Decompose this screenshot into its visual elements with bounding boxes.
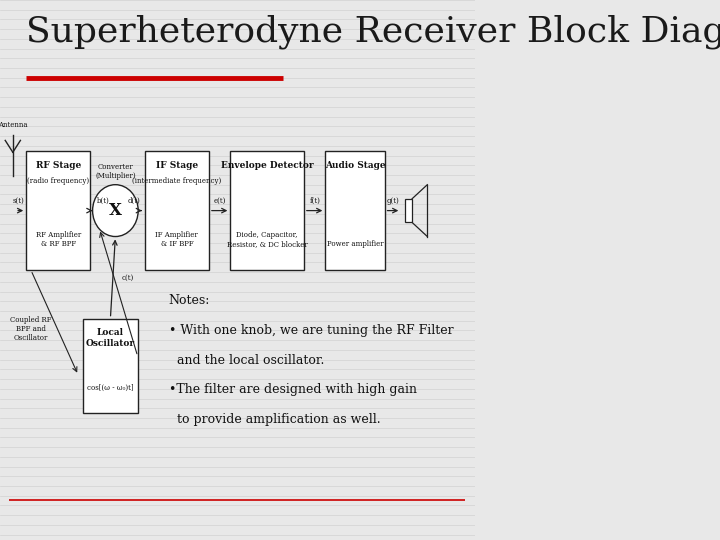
FancyBboxPatch shape bbox=[83, 319, 138, 413]
FancyBboxPatch shape bbox=[230, 151, 304, 270]
Text: b(t): b(t) bbox=[97, 197, 110, 205]
Text: c(t): c(t) bbox=[122, 274, 134, 281]
Text: RF Amplifier
& RF BPF: RF Amplifier & RF BPF bbox=[35, 231, 81, 248]
Text: RF Stage: RF Stage bbox=[35, 161, 81, 170]
Text: cos[(ω - ω₀)t]: cos[(ω - ω₀)t] bbox=[87, 383, 134, 392]
FancyBboxPatch shape bbox=[405, 199, 412, 222]
Text: IF Stage: IF Stage bbox=[156, 161, 198, 170]
Text: s(t): s(t) bbox=[12, 197, 24, 205]
Text: d(t): d(t) bbox=[128, 197, 140, 205]
FancyBboxPatch shape bbox=[26, 151, 90, 270]
Text: f(t): f(t) bbox=[310, 197, 320, 205]
Text: to provide amplification as well.: to provide amplification as well. bbox=[168, 413, 380, 426]
Text: Diode, Capacitor,
Resistor, & DC blocker: Diode, Capacitor, Resistor, & DC blocker bbox=[227, 231, 307, 248]
Text: • With one knob, we are tuning the RF Filter: • With one knob, we are tuning the RF Fi… bbox=[168, 324, 453, 337]
Text: (intermediate frequency): (intermediate frequency) bbox=[132, 177, 222, 185]
FancyBboxPatch shape bbox=[145, 151, 209, 270]
Text: and the local oscillator.: and the local oscillator. bbox=[168, 354, 324, 367]
Text: Audio Stage: Audio Stage bbox=[325, 161, 385, 170]
Text: Converter
(Multiplier): Converter (Multiplier) bbox=[95, 163, 135, 180]
FancyBboxPatch shape bbox=[325, 151, 384, 270]
Text: Coupled RF
BPF and
Oscillator: Coupled RF BPF and Oscillator bbox=[10, 316, 52, 342]
Text: •The filter are designed with high gain: •The filter are designed with high gain bbox=[168, 383, 417, 396]
Text: Power amplifier: Power amplifier bbox=[327, 240, 383, 248]
Text: Notes:: Notes: bbox=[168, 294, 210, 307]
Text: Local
Oscillator: Local Oscillator bbox=[86, 328, 135, 348]
Text: Envelope Detector: Envelope Detector bbox=[221, 161, 313, 170]
Text: g(t): g(t) bbox=[387, 197, 400, 205]
Text: IF Amplifier
& IF BPF: IF Amplifier & IF BPF bbox=[156, 231, 198, 248]
Text: Superheterodyne Receiver Block Diagram: Superheterodyne Receiver Block Diagram bbox=[26, 14, 720, 49]
Circle shape bbox=[93, 185, 138, 237]
Text: X: X bbox=[109, 202, 122, 219]
Text: Antenna: Antenna bbox=[0, 120, 27, 129]
Text: (radio frequency): (radio frequency) bbox=[27, 177, 89, 185]
Text: e(t): e(t) bbox=[214, 197, 226, 205]
